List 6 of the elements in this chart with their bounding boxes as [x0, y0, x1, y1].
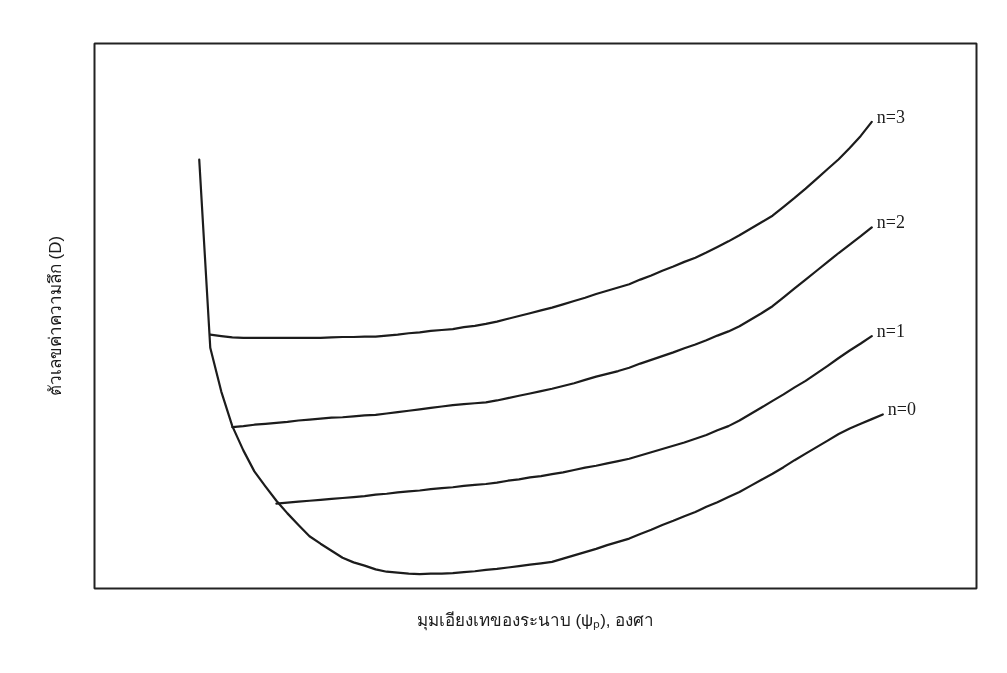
series-label: n=0	[887, 399, 916, 420]
series-label: n=1	[876, 321, 905, 342]
x-axis-title: มุมเอียงเทของระนาบ (ψₚ), องศา	[416, 610, 655, 631]
series-label: n=3	[876, 106, 905, 127]
series-label: n=2	[876, 212, 905, 233]
y-axis-title: ตัวเลขค่าความลึก (D)	[45, 235, 65, 397]
